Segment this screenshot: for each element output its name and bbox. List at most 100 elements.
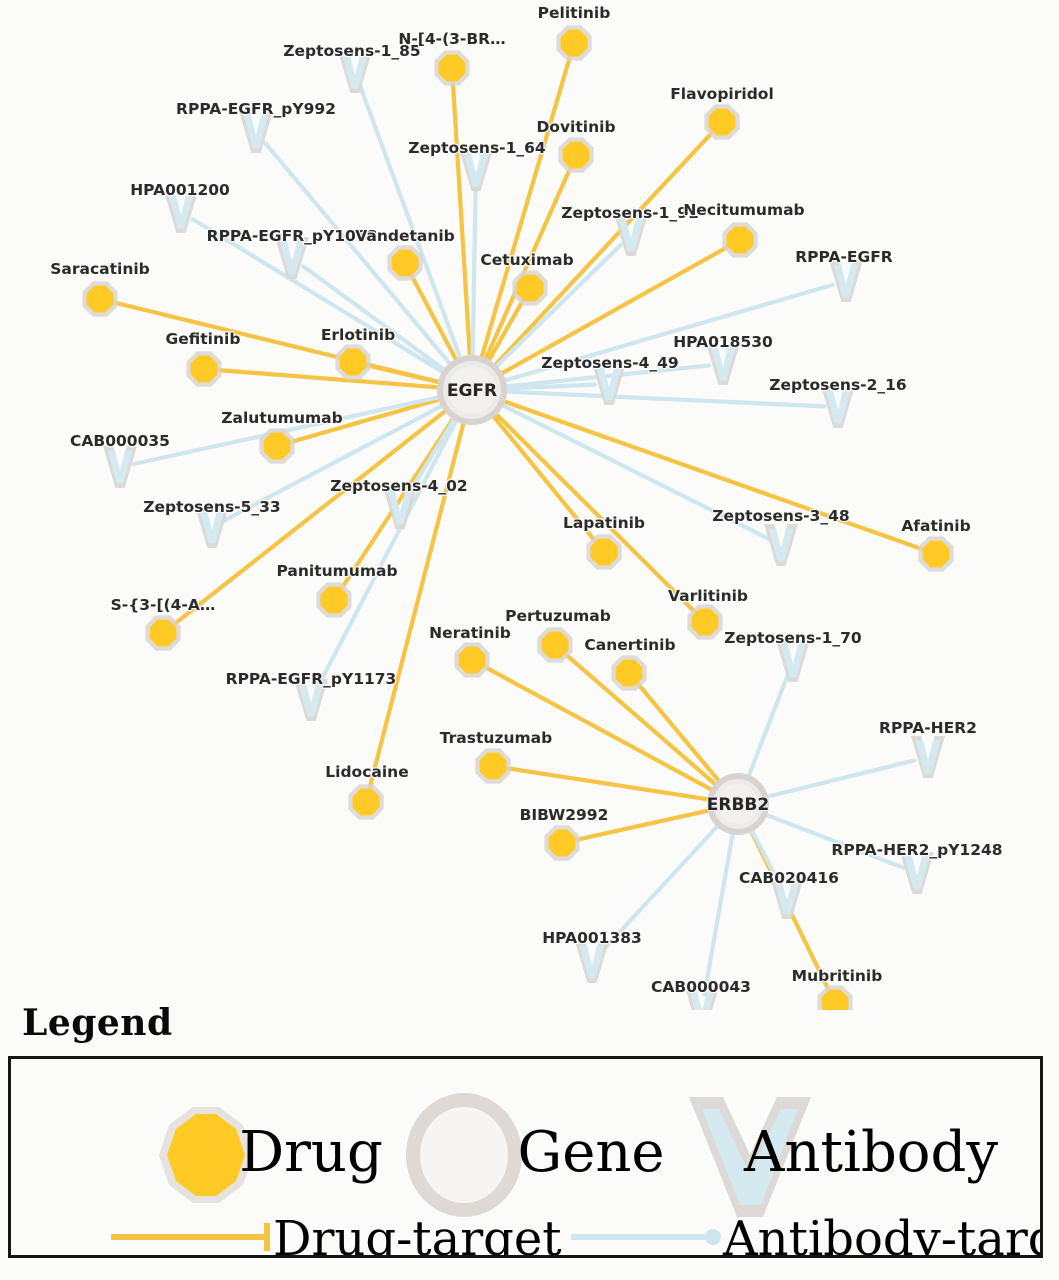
drug-shape [320,586,348,614]
antibody-icon [689,1097,811,1217]
gene-icon [406,1093,522,1217]
drug-node[interactable] [586,534,622,570]
edge-antibody-target [357,83,464,364]
antibody-node[interactable] [685,987,719,1010]
drug-shape [590,538,618,566]
drug-label: BIBW2992 [520,806,609,824]
drug-node[interactable] [316,582,352,618]
antibody-label: HPA001383 [542,929,642,947]
antibody-label: Zeptosens-3_48 [712,507,849,525]
drug-shape [691,608,719,636]
drug-node[interactable] [186,351,222,387]
antibody-shape [298,683,324,717]
drug-shape [391,249,419,277]
antibody-node[interactable] [338,51,372,93]
antibody-shape [107,450,133,484]
edge-drug-target [450,80,473,358]
legend-label-gene: Gene [517,1120,664,1185]
antibody-node[interactable] [911,736,945,778]
drug-node[interactable] [259,428,295,464]
gene-node-egfr[interactable] [437,355,507,425]
antibody-node[interactable] [614,214,648,256]
drug-label: Pertuzumab [505,607,611,625]
legend-item-gene: Gene [406,1093,665,1217]
antibody-shape [774,881,800,915]
drug-node[interactable] [611,655,647,691]
antibody-node[interactable] [706,343,740,385]
drug-shape [190,355,218,383]
gene-node-erbb2[interactable] [707,773,769,835]
antibody-label: Zeptosens-4_49 [541,354,678,372]
drug-label: Vandetanib [355,227,455,245]
drug-node[interactable] [335,344,371,380]
gene-ring-inner [448,366,496,414]
legend-title: Legend [22,1002,173,1044]
antibody-node[interactable] [195,506,229,548]
antibody-node[interactable] [776,640,810,682]
antibody-node[interactable] [383,487,417,529]
drug-label: Cetuximab [480,251,573,269]
antibody-label: HPA018530 [673,333,773,351]
drug-node[interactable] [434,50,470,86]
antibody-label: CAB000035 [70,432,170,450]
edge-drug-target [502,399,925,552]
drug-node[interactable] [82,281,118,317]
drug-label: Canertinib [584,636,675,654]
antibody-node[interactable] [829,260,863,302]
drug-label: S-{3-[(4-A… [111,596,216,614]
antibody-node[interactable] [459,149,493,191]
antibody-label: RPPA-HER2 [879,719,977,737]
legend-label-antibody-target: Antibody-target [722,1211,1040,1255]
drug-node[interactable] [454,642,490,678]
antibody-node[interactable] [575,941,609,983]
antibody-label: RPPA-EGFR [795,248,893,266]
drug-node[interactable] [687,604,723,640]
drug-node[interactable] [387,245,423,281]
antibody-node[interactable] [275,237,309,279]
drug-node[interactable] [558,137,594,173]
edge-antibody-target [745,671,791,781]
drug-shape [541,631,569,659]
antibody-shape [387,491,413,525]
drug-shape [548,829,576,857]
drug-node[interactable] [475,748,511,784]
antibody-node[interactable] [764,524,798,566]
antibody-node[interactable] [294,679,328,721]
antibody-node[interactable] [103,446,137,488]
drug-node[interactable] [348,784,384,820]
drug-node[interactable] [544,825,580,861]
gene-ring-inner [718,784,758,824]
antibody-node[interactable] [592,363,626,405]
network-canvas: Zeptosens-1_85 RPPA-EGFR_pY992 Zeptosens-1… [0,0,1059,1010]
edge-antibody-target [222,402,447,523]
antibody-shape [689,991,715,1010]
antibody-label: CAB020416 [739,869,839,887]
drug-node[interactable] [556,25,592,61]
drug-node[interactable] [512,270,548,306]
antibody-label: HPA001200 [130,181,230,199]
antibody-shape [768,528,794,562]
drug-node[interactable] [817,985,853,1010]
legend-label-drug-target: Drug-target [273,1211,562,1255]
drug-label: Zalutumumab [221,409,342,427]
network-graph-svg[interactable]: Zeptosens-1_85 RPPA-EGFR_pY992 Zeptosens-1… [0,0,1059,1010]
antibody-shape [199,510,225,544]
drug-shape [615,659,643,687]
antibody-node[interactable] [821,386,855,428]
drug-node[interactable] [918,536,954,572]
legend-edge-drug-target: Drug-target [111,1211,562,1255]
drug-label: Panitumumab [276,562,397,580]
drug-label: Erlotinib [321,326,395,344]
antibody-node[interactable] [164,191,198,233]
antibody-node[interactable] [239,111,273,153]
drug-node[interactable] [722,222,758,258]
drug-node[interactable] [145,615,181,651]
drug-node[interactable] [537,627,573,663]
drug-node[interactable] [704,104,740,140]
drug-shape [560,29,588,57]
antibody-node[interactable] [770,877,804,919]
edge-drug-target [365,362,441,385]
edge-drug-target [574,808,711,843]
antibody-node[interactable] [900,852,934,894]
